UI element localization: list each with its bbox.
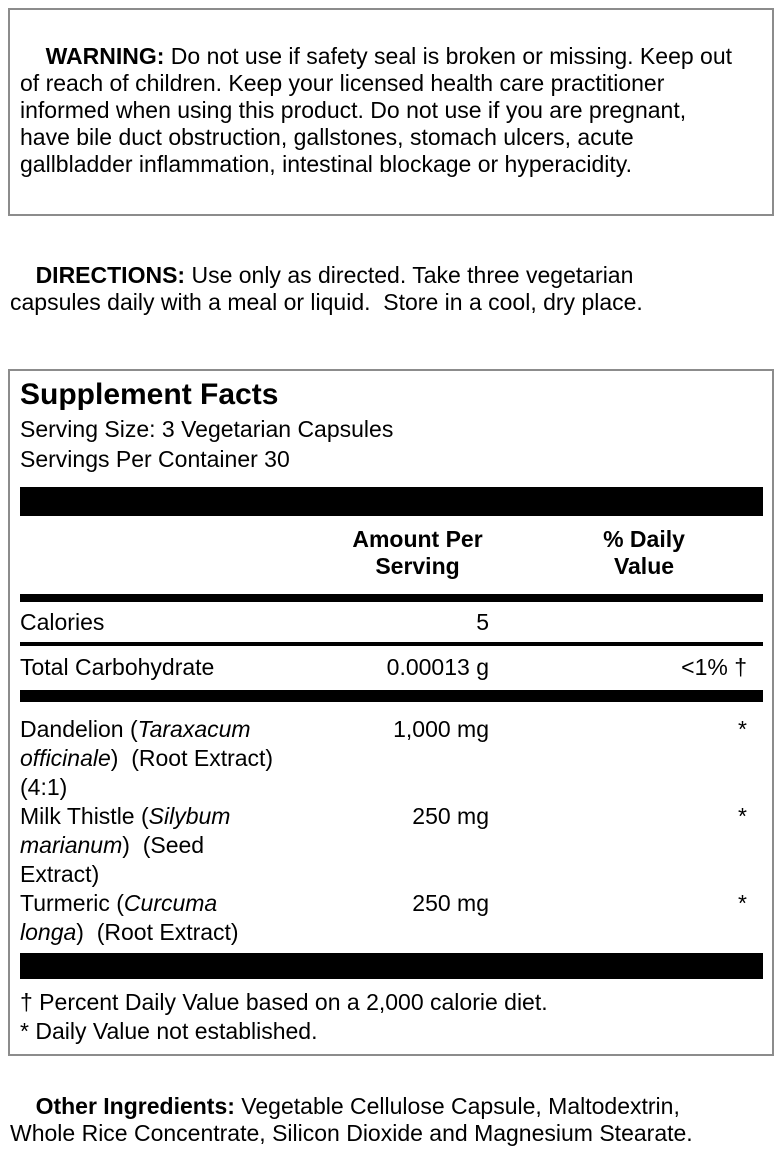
serving-size: Serving Size: 3 Vegetarian Capsules [20, 416, 394, 442]
turmeric-amount: 250 mg [412, 890, 489, 916]
warning-text: Do not use if safety seal is broken or m… [20, 43, 733, 177]
milk-thistle-dv: * [738, 803, 747, 829]
table-row-dandelion: Dandelion (Taraxacum officinale) (Root E… [20, 715, 763, 802]
servings-per-container: Servings Per Container 30 [20, 446, 290, 472]
directions-text: Use only as directed. Take three vegetar… [10, 262, 643, 315]
divider-bar-thick-bottom [20, 953, 763, 979]
divider-bar-thick-top [20, 487, 763, 516]
dandelion-name-latin: Taraxacum officinale [20, 716, 251, 771]
milk-thistle-amount: 250 mg [412, 803, 489, 829]
carbohydrate-name: Total Carbohydrate [20, 654, 215, 680]
milk-thistle-name-latin: Silybum marianum [20, 803, 231, 858]
directions-section: DIRECTIONS: Use only as directed. Take t… [10, 235, 774, 343]
other-ingredients-section: Other Ingredients: Vegetable Cellulose C… [10, 1066, 774, 1174]
supplement-facts-title: Supplement Facts [20, 378, 279, 411]
calories-amount: 5 [476, 609, 489, 635]
divider-rule-thin [20, 642, 763, 646]
turmeric-name-latin: Curcuma longa [20, 890, 218, 945]
directions-label: DIRECTIONS: [35, 262, 186, 288]
supplement-facts-panel: Supplement Facts Serving Size: 3 Vegetar… [8, 369, 774, 1056]
carbohydrate-dv: <1% † [681, 654, 747, 680]
table-row-turmeric: Turmeric (Curcuma longa) (Root Extract) … [20, 889, 763, 947]
milk-thistle-name-pre: Milk Thistle ( [20, 803, 149, 829]
dandelion-name-pre: Dandelion ( [20, 716, 138, 742]
header-percent-daily-value: % Daily Value [603, 526, 685, 579]
milk-thistle-name: Milk Thistle (Silybum marianum) (Seed Ex… [20, 802, 340, 889]
milk-thistle-name-post: ) (Seed Extract) [20, 832, 205, 887]
dandelion-name-post: ) (Root Extract) (4:1) [20, 745, 274, 800]
turmeric-dv: * [738, 890, 747, 916]
divider-bar-medium [20, 594, 763, 602]
header-amount-per-serving: Amount Per Serving [352, 526, 483, 579]
calories-name: Calories [20, 609, 105, 635]
turmeric-name-pre: Turmeric ( [20, 890, 124, 916]
footnote-daily-value: † Percent Daily Value based on a 2,000 c… [20, 989, 548, 1015]
table-header-row: Amount Per Serving % Daily Value [20, 516, 763, 594]
turmeric-name-post: ) (Root Extract) [76, 919, 239, 945]
dandelion-dv: * [738, 716, 747, 742]
footnote-not-established: * Daily Value not established. [20, 1018, 318, 1044]
table-row-milk-thistle: Milk Thistle (Silybum marianum) (Seed Ex… [20, 802, 763, 889]
ingredient-rows: Dandelion (Taraxacum officinale) (Root E… [20, 702, 763, 953]
dandelion-name: Dandelion (Taraxacum officinale) (Root E… [20, 715, 340, 802]
dandelion-amount: 1,000 mg [393, 716, 489, 742]
divider-bar-small [20, 690, 763, 702]
warning-box: WARNING: Do not use if safety seal is br… [8, 8, 774, 216]
table-row-carbohydrate: Total Carbohydrate 0.00013 g <1% † [20, 646, 763, 690]
footnotes: † Percent Daily Value based on a 2,000 c… [20, 979, 763, 1049]
other-ingredients-label: Other Ingredients: [35, 1093, 235, 1119]
table-row-calories: Calories 5 [20, 602, 763, 642]
carbohydrate-amount: 0.00013 g [386, 654, 489, 680]
warning-label: WARNING: [45, 43, 165, 69]
turmeric-name: Turmeric (Curcuma longa) (Root Extract) [20, 889, 340, 947]
